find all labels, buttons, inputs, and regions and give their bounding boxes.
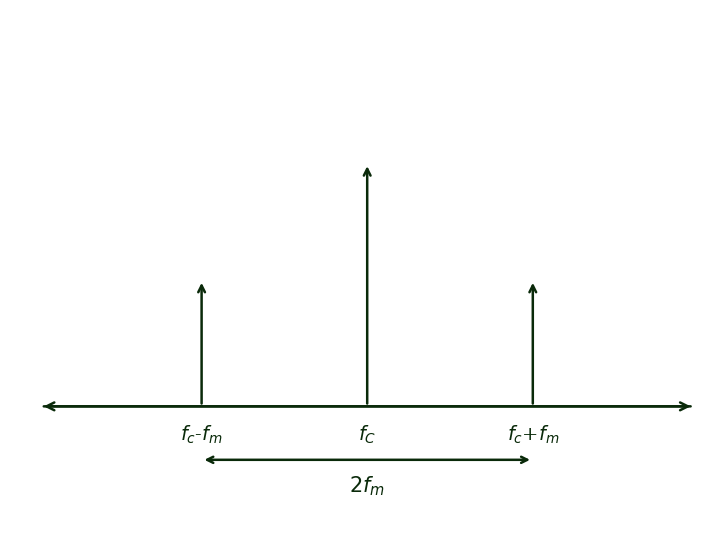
Text: $f_C$: $f_C$ — [358, 423, 377, 446]
Text: $2f_m$: $2f_m$ — [349, 475, 385, 498]
Text: $f_c$+$f_m$: $f_c$+$f_m$ — [507, 423, 559, 446]
Text: 7. Draw the Frequency Spectrum of the above AM: 7. Draw the Frequency Spectrum of the ab… — [31, 30, 689, 54]
Text: $f_c$-$f_m$: $f_c$-$f_m$ — [180, 423, 223, 446]
Text: signal and calculate the Bandwidth: signal and calculate the Bandwidth — [126, 82, 594, 106]
